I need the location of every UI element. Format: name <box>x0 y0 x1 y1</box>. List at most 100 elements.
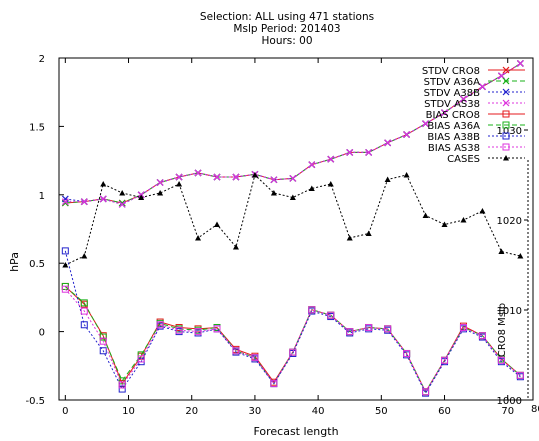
data-point-marker <box>80 307 88 315</box>
data-point-marker <box>365 148 373 156</box>
data-point-marker <box>213 325 221 333</box>
data-point-marker <box>232 173 240 181</box>
data-point-marker <box>497 72 505 80</box>
y-tick-label: -0.5 <box>25 396 45 407</box>
data-point-marker <box>384 139 392 147</box>
y-tick-label: 1.5 <box>29 122 45 133</box>
data-point-marker <box>502 121 510 129</box>
data-point-marker <box>502 88 510 96</box>
data-point-marker <box>346 148 354 156</box>
series-cases <box>62 172 524 268</box>
data-point-marker <box>175 326 183 334</box>
legend-label: STDV CRO8 <box>422 66 480 77</box>
series-line <box>65 174 521 266</box>
data-point-marker <box>156 179 164 186</box>
data-point-marker <box>118 200 126 208</box>
data-point-marker <box>157 190 164 196</box>
legend-label: BIAS AS38 <box>428 143 480 154</box>
data-point-marker <box>100 181 107 187</box>
data-point-marker <box>502 77 510 85</box>
data-point-marker <box>441 109 448 117</box>
x-tick-label: 70 <box>501 406 514 417</box>
data-point-marker <box>80 198 88 206</box>
data-point-marker <box>81 253 88 259</box>
data-point-marker <box>327 181 334 187</box>
legend-entry: STDV CRO8 <box>422 66 525 77</box>
x-axis-label: Forecast length <box>253 425 338 438</box>
data-point-marker <box>422 212 429 218</box>
data-point-marker <box>441 221 448 227</box>
data-point-marker <box>61 285 69 293</box>
y2-tick-label: 1030 <box>497 126 522 137</box>
y2-tick-label: 1010 <box>497 306 522 317</box>
legend-entry: CASES <box>447 154 525 165</box>
title-line-1: Selection: ALL using 471 stations <box>200 11 374 23</box>
legend-entry: STDV A38B <box>424 88 525 99</box>
y-tick-label: 0 <box>39 328 45 339</box>
x-tick-label: 30 <box>249 406 262 417</box>
legend-entry: BIAS CRO8 <box>426 110 525 121</box>
data-point-marker <box>213 173 221 181</box>
data-point-marker <box>403 131 411 139</box>
data-point-marker <box>99 337 107 345</box>
y2-tick-label: 1000 <box>497 396 522 407</box>
legend-label: STDV A36A <box>424 77 481 88</box>
legend-label: CASES <box>447 154 480 165</box>
series-stdv-as38 <box>61 60 524 208</box>
data-point-marker <box>327 155 335 163</box>
data-point-marker <box>479 83 486 91</box>
data-point-marker <box>502 132 510 140</box>
data-point-marker <box>502 110 510 118</box>
legend-label: BIAS CRO8 <box>426 110 480 121</box>
x-tick-label: 40 <box>312 406 325 417</box>
legend-label: BIAS A36A <box>427 121 480 132</box>
data-point-marker <box>422 388 430 396</box>
data-point-marker <box>346 328 354 336</box>
legend-label: STDV A38B <box>424 88 481 99</box>
data-point-marker <box>516 60 524 67</box>
legend-entry: STDV AS38 <box>424 99 525 110</box>
data-point-marker <box>289 174 297 182</box>
data-point-marker <box>62 262 69 268</box>
data-point-marker <box>61 195 69 203</box>
data-point-marker <box>308 161 316 169</box>
series-layer <box>61 60 524 397</box>
y-tick-label: 1 <box>39 191 45 202</box>
data-point-marker <box>195 235 202 241</box>
x-tick-label: 60 <box>438 406 451 417</box>
data-point-marker <box>503 155 509 161</box>
data-point-marker <box>289 348 297 356</box>
plot-frame <box>58 57 534 401</box>
series-bias-a36a <box>61 282 524 396</box>
legend-label: BIAS A38B <box>427 132 480 143</box>
data-point-marker <box>251 172 258 178</box>
data-point-marker <box>365 230 372 236</box>
data-point-marker <box>384 325 392 333</box>
data-point-marker <box>479 208 486 214</box>
data-point-marker <box>308 185 315 191</box>
data-point-marker <box>441 356 449 364</box>
data-point-marker <box>118 381 126 389</box>
data-point-marker <box>118 385 126 393</box>
data-point-marker <box>346 235 353 241</box>
data-point-marker <box>422 120 429 128</box>
data-point-marker <box>80 299 88 307</box>
axes: 0 10 20 30 40 50 60 70-0.500.511.52100010101020… <box>25 54 539 417</box>
data-point-marker <box>194 328 202 336</box>
data-point-marker <box>403 172 410 178</box>
x-tick-label: 20 <box>185 406 198 417</box>
series-bias-cro8 <box>61 282 524 396</box>
data-point-marker <box>138 194 145 200</box>
data-point-marker <box>80 321 88 329</box>
legend-entry: STDV A36A <box>424 77 525 88</box>
data-point-marker <box>99 347 107 355</box>
data-point-marker <box>156 321 164 329</box>
data-point-marker <box>176 181 183 187</box>
series-line <box>64 288 521 393</box>
y-axis-label: hPa <box>8 252 21 272</box>
data-point-marker <box>498 248 505 254</box>
data-point-marker <box>289 194 296 200</box>
data-point-marker <box>99 333 107 341</box>
